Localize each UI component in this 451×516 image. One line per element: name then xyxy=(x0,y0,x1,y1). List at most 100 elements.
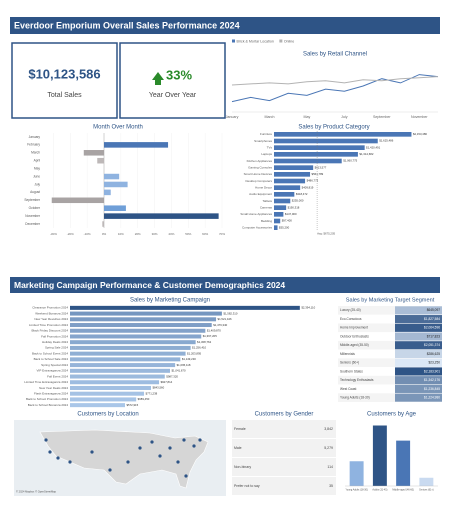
y-tick-label: Gaming Consoles xyxy=(248,165,272,169)
chart-title: Customers by Age xyxy=(367,412,417,418)
y-tick-label: December xyxy=(25,222,41,226)
row-label: Prefer not to say xyxy=(234,484,260,488)
y-tick-label: VIP Extravaganza 2024 xyxy=(37,369,69,373)
y-tick-label: Cameras xyxy=(260,205,273,209)
bar xyxy=(274,212,284,217)
table-row xyxy=(232,420,336,438)
bar xyxy=(70,351,186,356)
up-arrow xyxy=(152,72,164,85)
x-tick-label: -30% xyxy=(50,232,57,236)
x-tick-label: 30% xyxy=(152,232,158,236)
legend-label: Online xyxy=(284,39,294,43)
data-label: $1,095,118 xyxy=(177,363,191,367)
table-row xyxy=(232,477,336,495)
heat-cell xyxy=(395,393,442,402)
row-label: Home Improvement xyxy=(340,326,368,330)
map-point xyxy=(150,440,154,444)
data-label: $1,367,205 xyxy=(203,334,217,338)
bar xyxy=(70,323,212,328)
header-banner xyxy=(10,17,440,34)
table-row xyxy=(232,439,336,457)
x-tick-label: 0% xyxy=(102,232,107,236)
data-label: $689,450 xyxy=(138,397,150,401)
kpi-card xyxy=(119,42,226,119)
y-tick-label: February xyxy=(27,143,40,147)
x-tick-label: Young Adults (18-30) xyxy=(346,489,368,492)
chart-title: Sales by Product Category xyxy=(298,125,369,131)
chart-title: Sales by Marketing Campaign xyxy=(130,298,210,304)
y-tick-label: September xyxy=(24,198,41,202)
bar xyxy=(372,425,387,486)
row-label: Luxury (25-40) xyxy=(340,308,361,312)
bar xyxy=(274,198,291,204)
bar xyxy=(104,142,169,148)
x-tick-label: July xyxy=(341,115,348,119)
x-tick-label: 60% xyxy=(202,232,208,236)
data-label: $409,819 xyxy=(302,185,314,189)
bar xyxy=(274,158,342,164)
heat-cell xyxy=(395,367,442,376)
y-tick-label: Limited Time Extravaganza 2024 xyxy=(24,380,68,384)
bar xyxy=(274,138,378,144)
y-tick-label: Limited Time Promotion 2024 xyxy=(29,323,68,327)
map-point xyxy=(56,456,60,460)
bar xyxy=(83,150,104,156)
bar xyxy=(274,225,278,230)
data-label: $2,394,110 xyxy=(301,306,315,310)
map-land xyxy=(39,429,209,489)
x-tick-label: -10% xyxy=(84,232,91,236)
cell-value: $1,236,845 xyxy=(424,387,440,391)
gender-title: Customers by Gender xyxy=(255,412,314,418)
row-value: 5,279 xyxy=(324,446,333,450)
data-label: $613,577 xyxy=(315,165,327,169)
cell-value: $2,051,374 xyxy=(424,343,440,347)
data-label: $1,420,491 xyxy=(366,145,380,149)
data-label: $190,318 xyxy=(288,205,300,209)
kpi-value: $10,123,586 xyxy=(28,66,100,81)
line-series xyxy=(231,76,439,86)
y-tick-label: October xyxy=(29,206,41,210)
heat-cell xyxy=(395,349,442,359)
bar xyxy=(70,311,222,316)
y-tick-label: April xyxy=(34,159,41,163)
bar xyxy=(70,305,300,310)
row-value: 114 xyxy=(327,465,333,469)
data-label: $1,409,870 xyxy=(207,328,221,332)
x-tick-label: -20% xyxy=(67,232,74,236)
kpi-card xyxy=(11,42,118,119)
bar xyxy=(274,145,365,150)
bar xyxy=(104,189,111,196)
data-label: $843,560 xyxy=(152,386,164,390)
bar xyxy=(70,403,125,408)
data-label: $1,041,670 xyxy=(172,369,186,373)
heat-cell xyxy=(395,323,442,332)
bar xyxy=(70,334,202,339)
row-label: Seniors (60+) xyxy=(340,361,359,365)
y-tick-label: Spring Special 2024 xyxy=(41,363,68,367)
bar xyxy=(70,368,171,373)
y-tick-label: Back to School Sale 2024 xyxy=(34,357,69,361)
data-label: $55,200 xyxy=(279,225,290,229)
y-tick-label: Weekend Bonanza 2024 xyxy=(35,311,68,315)
data-label: $486,773 xyxy=(307,179,319,183)
data-label: $255,000 xyxy=(292,199,304,203)
average-label: Avg: $675,205 xyxy=(317,232,335,236)
x-tick-label: Middle-aged (46-60) xyxy=(392,489,414,492)
legend-label: Brick & Mortar Location xyxy=(237,39,274,43)
gender-table: Female 3,842 Male 5,279 Non-binary 114 Prefer … xyxy=(232,420,336,495)
data-label: $1,582,310 xyxy=(223,311,237,315)
bar xyxy=(70,345,191,350)
kpi-label: Year Over Year xyxy=(149,92,197,99)
heat-cell xyxy=(395,358,442,367)
bar xyxy=(396,440,411,486)
table-row xyxy=(338,367,442,376)
x-tick-label: November xyxy=(411,115,428,119)
y-tick-label: Computer Accessories xyxy=(242,225,273,229)
x-tick-label: Seniors (61+) xyxy=(419,489,434,492)
data-label: $564,789 xyxy=(312,172,324,176)
y-tick-label: Flash Extravaganza 2024 xyxy=(34,391,68,395)
table-row xyxy=(338,323,442,333)
map-point xyxy=(198,438,202,442)
map-point xyxy=(158,454,162,458)
